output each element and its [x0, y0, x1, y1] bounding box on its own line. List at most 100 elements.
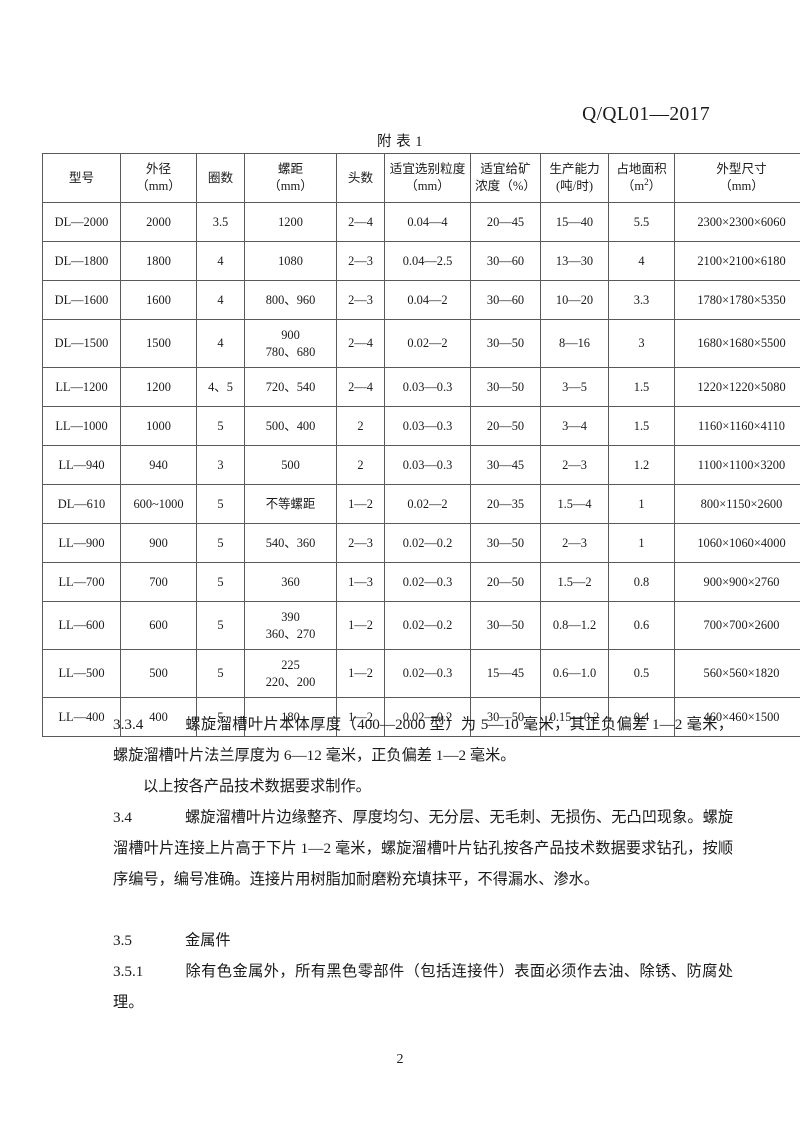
paragraph-3-3-4: 3.3.4 螺旋溜槽叶片本体厚度（400—2000 型）为 5—10 毫米，其正负… — [113, 709, 733, 771]
paragraph-3-5: 3.5 金属件 — [113, 925, 733, 956]
column-header-dimensions-line2: （mm） — [719, 179, 764, 193]
cell-outer-diameter: 400 — [120, 697, 197, 737]
cell-pitch: 500 — [244, 445, 337, 485]
cell-concentration: 30—60 — [470, 241, 541, 281]
cell-turns: 5 — [196, 406, 245, 446]
cell-dimensions: 1680×1680×5500 — [674, 319, 800, 368]
cell-granularity: 0.02—0.2 — [384, 601, 471, 650]
cell-model: DL—1500 — [42, 319, 121, 368]
cell-concentration: 20—45 — [470, 202, 541, 242]
cell-model: LL—400 — [42, 697, 121, 737]
cell-capacity: 0.15—0.2 — [540, 697, 609, 737]
spec-table-container: 型号 外径 （mm） 圈数 螺距 （mm） 头数 — [42, 153, 800, 737]
table-row: LL—500 500 5 225 220、200 1—2 0.02—0.3 15—45 0.6—… — [42, 649, 800, 698]
cell-model: LL—900 — [42, 523, 121, 563]
cell-pitch: 500、400 — [244, 406, 337, 446]
spec-table: 型号 外径 （mm） 圈数 螺距 （mm） 头数 — [42, 153, 800, 737]
cell-granularity: 0.02—0.2 — [384, 697, 471, 737]
cell-capacity: 13—30 — [540, 241, 609, 281]
cell-pitch: 800、960 — [244, 280, 337, 320]
cell-dimensions: 700×700×2600 — [674, 601, 800, 650]
table-row: DL—610 600~1000 5 不等螺距 1—2 0.02—2 20—35 1.5—4 1 8… — [42, 484, 800, 524]
cell-turns: 5 — [196, 523, 245, 563]
paragraph-note-text: 以上按各产品技术数据要求制作。 — [143, 778, 371, 795]
cell-capacity: 0.8—1.2 — [540, 601, 609, 650]
cell-capacity: 3—4 — [540, 406, 609, 446]
cell-capacity: 2—3 — [540, 523, 609, 563]
cell-pitch-line1: 900 — [281, 327, 300, 342]
paragraph-3-5-text: 金属件 — [185, 932, 231, 949]
cell-granularity: 0.04—4 — [384, 202, 471, 242]
cell-granularity: 0.02—0.2 — [384, 523, 471, 563]
cell-granularity: 0.03—0.3 — [384, 406, 471, 446]
cell-dimensions: 1100×1100×3200 — [674, 445, 800, 485]
cell-area: 1 — [608, 484, 675, 524]
paragraph-3-4-text: 螺旋溜槽叶片边缘整齐、厚度均匀、无分层、无毛刺、无损伤、无凸凹现象。螺旋溜槽叶片… — [113, 809, 733, 888]
cell-area: 0.6 — [608, 601, 675, 650]
table-row: LL—1000 1000 5 500、400 2 0.03—0.3 20—50 3—4 1.5 1… — [42, 406, 800, 446]
cell-area: 3 — [608, 319, 675, 368]
table-row: LL—700 700 5 360 1—3 0.02—0.3 20—50 1.5—2 0.8 900… — [42, 562, 800, 602]
cell-outer-diameter: 600 — [120, 601, 197, 650]
cell-concentration: 30—50 — [470, 601, 541, 650]
cell-heads: 2 — [336, 445, 385, 485]
cell-area: 3.3 — [608, 280, 675, 320]
cell-turns: 5 — [196, 562, 245, 602]
column-header-granularity: 适宜选别粒度 （mm） — [384, 153, 471, 203]
cell-dimensions: 800×1150×2600 — [674, 484, 800, 524]
cell-area: 1.5 — [608, 367, 675, 407]
cell-area: 0.5 — [608, 649, 675, 698]
cell-heads: 2—4 — [336, 367, 385, 407]
cell-outer-diameter: 900 — [120, 523, 197, 563]
cell-pitch: 不等螺距 — [244, 484, 337, 524]
cell-dimensions: 460×460×1500 — [674, 697, 800, 737]
cell-area: 1 — [608, 523, 675, 563]
table-row: DL—1800 1800 4 1080 2—3 0.04—2.5 30—60 13—30 4 21… — [42, 241, 800, 281]
cell-pitch: 225 220、200 — [244, 649, 337, 698]
column-header-concentration-line2: 浓度（%） — [475, 179, 536, 193]
column-header-outer-diameter: 外径 （mm） — [120, 153, 197, 203]
cell-area: 1.2 — [608, 445, 675, 485]
cell-concentration: 20—50 — [470, 562, 541, 602]
page-number: 2 — [396, 1052, 404, 1067]
cell-capacity: 1.5—2 — [540, 562, 609, 602]
cell-granularity: 0.02—0.3 — [384, 649, 471, 698]
column-header-area-line1: 占地面积 — [616, 162, 667, 176]
cell-turns: 5 — [196, 484, 245, 524]
paragraph-3-5-1-text: 除有色金属外，所有黑色零部件（包括连接件）表面必须作去油、除锈、防腐处理。 — [113, 963, 733, 1011]
table-header-row: 型号 外径 （mm） 圈数 螺距 （mm） 头数 — [42, 153, 800, 203]
column-header-pitch-line2: （mm） — [268, 179, 313, 193]
cell-model: DL—1800 — [42, 241, 121, 281]
cell-dimensions: 2300×2300×6060 — [674, 202, 800, 242]
cell-outer-diameter: 500 — [120, 649, 197, 698]
paragraph-3-3-4-text: 螺旋溜槽叶片本体厚度（400—2000 型）为 5—10 毫米，其正负偏差 1—… — [113, 716, 733, 764]
cell-granularity: 0.02—2 — [384, 484, 471, 524]
cell-concentration: 30—45 — [470, 445, 541, 485]
cell-outer-diameter: 2000 — [120, 202, 197, 242]
cell-outer-diameter: 1200 — [120, 367, 197, 407]
cell-pitch-line1: 225 — [281, 657, 300, 672]
cell-dimensions: 1160×1160×4110 — [674, 406, 800, 446]
cell-area: 0.4 — [608, 697, 675, 737]
cell-pitch: 720、540 — [244, 367, 337, 407]
table-row: LL—900 900 5 540、360 2—3 0.02—0.2 30—50 2—3 1 106… — [42, 523, 800, 563]
column-header-concentration: 适宜给矿 浓度（%） — [470, 153, 541, 203]
paragraph-3-5-1-number: 3.5.1 — [113, 963, 144, 980]
cell-granularity: 0.03—0.3 — [384, 445, 471, 485]
cell-pitch-line2: 780、680 — [265, 344, 316, 359]
cell-concentration: 20—50 — [470, 406, 541, 446]
column-header-heads: 头数 — [336, 153, 385, 203]
cell-pitch-line2: 220、200 — [265, 674, 316, 689]
cell-heads: 2—3 — [336, 523, 385, 563]
cell-granularity: 0.03—0.3 — [384, 367, 471, 407]
cell-pitch: 900 780、680 — [244, 319, 337, 368]
cell-model: LL—940 — [42, 445, 121, 485]
cell-heads: 1—2 — [336, 649, 385, 698]
cell-model: LL—1000 — [42, 406, 121, 446]
cell-model: LL—1200 — [42, 367, 121, 407]
column-header-outer-diameter-line2: （mm） — [136, 179, 181, 193]
cell-dimensions: 560×560×1820 — [674, 649, 800, 698]
cell-model: DL—610 — [42, 484, 121, 524]
column-header-pitch-line1: 螺距 — [277, 162, 304, 176]
